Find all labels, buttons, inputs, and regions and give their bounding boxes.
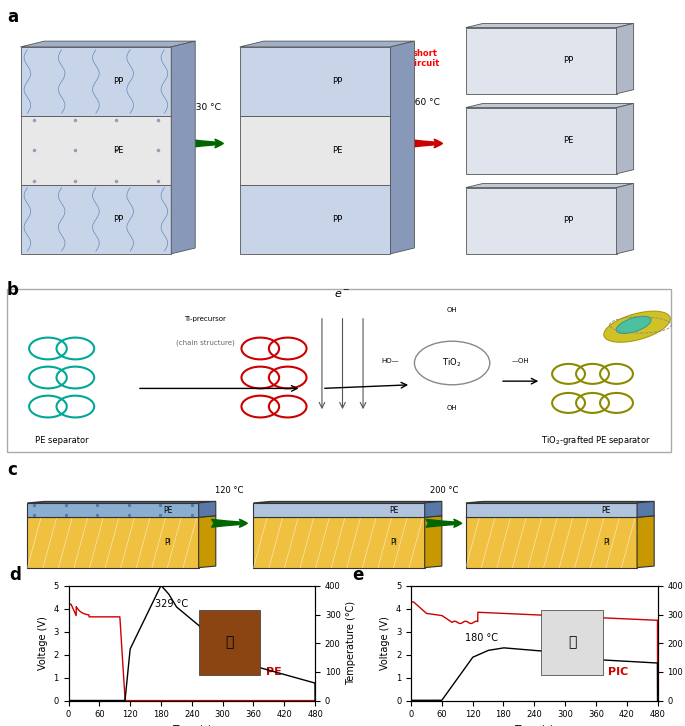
Ellipse shape: [616, 317, 651, 333]
Text: c: c: [7, 461, 16, 479]
Text: OH: OH: [447, 307, 458, 313]
Y-axis label: Voltage (V): Voltage (V): [380, 616, 390, 670]
Polygon shape: [253, 502, 442, 503]
Polygon shape: [390, 41, 414, 254]
Polygon shape: [253, 517, 425, 568]
Polygon shape: [466, 103, 634, 107]
Text: Ti-precursor: Ti-precursor: [184, 317, 227, 322]
Text: PP: PP: [114, 77, 123, 86]
Polygon shape: [425, 502, 442, 517]
Text: PE: PE: [332, 146, 343, 155]
Polygon shape: [616, 103, 634, 174]
Polygon shape: [425, 515, 442, 568]
Text: TiO$_2$-grafted PE separator: TiO$_2$-grafted PE separator: [541, 434, 651, 447]
Text: PE: PE: [389, 505, 399, 515]
Polygon shape: [466, 517, 637, 568]
Text: 200 °C: 200 °C: [429, 486, 458, 495]
Polygon shape: [21, 41, 195, 47]
Text: a: a: [7, 8, 18, 26]
Text: PP: PP: [333, 215, 342, 224]
Polygon shape: [240, 185, 390, 254]
Text: PP: PP: [333, 77, 342, 86]
Ellipse shape: [414, 341, 490, 385]
Polygon shape: [21, 185, 171, 254]
Text: e: e: [352, 566, 363, 584]
Text: b: b: [7, 281, 18, 299]
Polygon shape: [199, 515, 216, 568]
Text: 120 °C: 120 °C: [215, 486, 244, 495]
Y-axis label: Voltage (V): Voltage (V): [38, 616, 48, 670]
Polygon shape: [27, 517, 199, 568]
Text: $e^-$: $e^-$: [334, 288, 351, 300]
Text: short
circuit: short circuit: [410, 49, 440, 68]
Y-axis label: Temperature (°C): Temperature (°C): [346, 601, 356, 685]
Text: PP: PP: [564, 216, 573, 225]
Polygon shape: [466, 515, 654, 517]
Polygon shape: [466, 502, 654, 503]
Polygon shape: [616, 184, 634, 254]
Text: PE: PE: [266, 667, 282, 677]
Text: PE separator: PE separator: [35, 436, 88, 445]
Text: 🔋: 🔋: [225, 635, 234, 650]
Text: 🔋: 🔋: [568, 635, 576, 650]
Polygon shape: [466, 107, 616, 174]
X-axis label: Time (s): Time (s): [172, 725, 212, 726]
Polygon shape: [21, 116, 171, 185]
Polygon shape: [637, 502, 654, 517]
Polygon shape: [27, 515, 216, 517]
Polygon shape: [466, 503, 637, 517]
Polygon shape: [240, 116, 390, 185]
Polygon shape: [616, 23, 634, 94]
Polygon shape: [27, 502, 216, 503]
Polygon shape: [240, 47, 390, 116]
Text: PI: PI: [390, 538, 397, 547]
Ellipse shape: [603, 311, 671, 342]
Text: PE: PE: [601, 505, 611, 515]
FancyBboxPatch shape: [541, 610, 603, 675]
Text: PE: PE: [563, 136, 574, 145]
Text: (chain structure): (chain structure): [176, 340, 235, 346]
Polygon shape: [199, 502, 216, 517]
Text: PE: PE: [163, 505, 173, 515]
Text: 180 °C: 180 °C: [465, 633, 498, 643]
FancyBboxPatch shape: [7, 288, 671, 452]
Text: —OH: —OH: [512, 358, 530, 364]
Text: 329 °C: 329 °C: [155, 598, 188, 608]
Polygon shape: [466, 187, 616, 254]
FancyBboxPatch shape: [199, 610, 260, 675]
X-axis label: Time (s): Time (s): [514, 725, 554, 726]
Polygon shape: [466, 28, 616, 94]
Polygon shape: [637, 515, 654, 568]
Text: HO—: HO—: [382, 358, 399, 364]
Text: d: d: [10, 566, 21, 584]
Text: 130 °C: 130 °C: [190, 103, 221, 113]
Text: PP: PP: [114, 215, 123, 224]
Text: 160 °C: 160 °C: [409, 98, 440, 107]
Polygon shape: [21, 47, 171, 116]
Polygon shape: [466, 23, 634, 28]
Polygon shape: [171, 41, 195, 254]
Text: TiO$_2$: TiO$_2$: [443, 356, 462, 370]
Text: PI: PI: [164, 538, 171, 547]
Polygon shape: [466, 184, 634, 187]
Text: PE: PE: [113, 146, 124, 155]
Polygon shape: [240, 41, 414, 47]
Text: PI: PI: [603, 538, 610, 547]
Text: PP: PP: [564, 56, 573, 65]
Text: PIC: PIC: [608, 667, 629, 677]
Polygon shape: [253, 503, 425, 517]
Text: OH: OH: [447, 405, 458, 411]
Polygon shape: [27, 503, 199, 517]
Polygon shape: [253, 515, 442, 517]
